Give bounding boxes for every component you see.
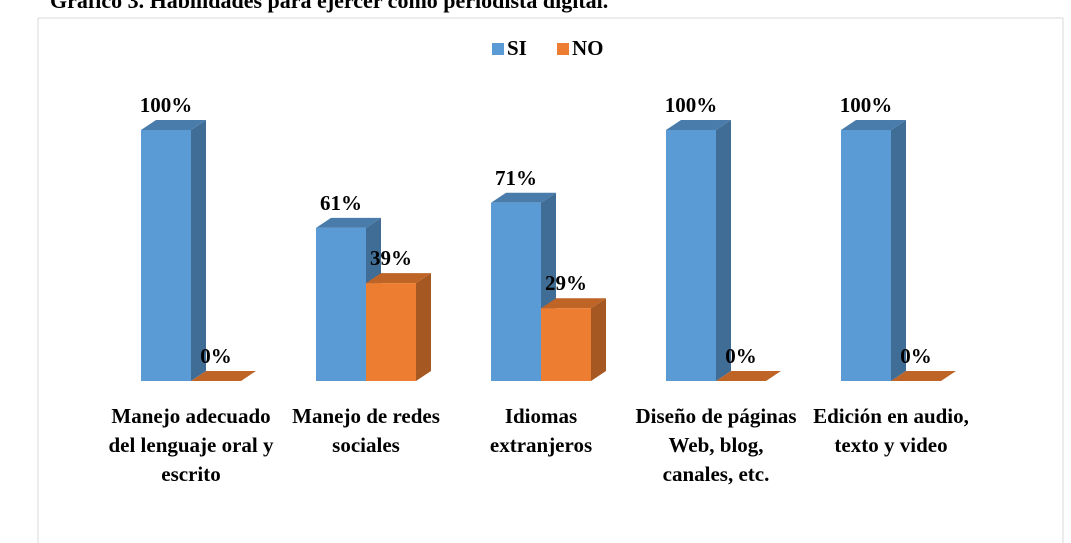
value-label: 100% <box>140 93 193 117</box>
value-label: 29% <box>545 271 587 295</box>
bar-front <box>316 227 366 381</box>
bar-side <box>191 120 206 381</box>
bar <box>716 371 781 381</box>
bar <box>841 120 906 381</box>
bar-top <box>141 120 206 130</box>
bar-top <box>366 273 431 284</box>
bar-front <box>491 202 541 381</box>
bar-top <box>316 217 381 228</box>
bar-top <box>191 371 256 381</box>
bar-side <box>891 120 906 381</box>
value-label: 71% <box>495 166 537 190</box>
value-label: 100% <box>840 93 893 117</box>
bar <box>191 371 256 381</box>
bar-top <box>491 192 556 203</box>
x-tick-label: Idiomas extranjeros <box>489 404 593 457</box>
bar-top <box>541 298 606 309</box>
bar <box>891 371 956 381</box>
bar-top <box>716 371 781 381</box>
value-label: 100% <box>665 93 718 117</box>
legend-label: SI <box>507 36 527 60</box>
bar-front <box>141 130 191 381</box>
bar <box>366 273 431 381</box>
bar-front <box>841 130 891 381</box>
bar-top <box>891 371 956 381</box>
bar-front <box>366 283 416 381</box>
value-label: 39% <box>370 246 412 270</box>
legend-label: NO <box>572 36 604 60</box>
legend-swatch <box>557 43 569 55</box>
bar-top <box>666 120 731 130</box>
bar-top <box>841 120 906 130</box>
bar-side <box>716 120 731 381</box>
x-tick-label: Manejo de redes sociales <box>292 404 440 457</box>
x-tick-label: Edición en audio, texto y video <box>813 404 969 457</box>
bar-side <box>591 298 606 381</box>
value-label: 0% <box>725 344 757 368</box>
x-tick-label: Manejo adecuado del lenguaje oral y escr… <box>108 404 274 486</box>
chart-title: Gráfico 3. Habilidades para ejercer como… <box>50 0 608 13</box>
x-tick-label: Diseño de páginas Web, blog, canales, et… <box>635 404 797 486</box>
value-label: 0% <box>200 344 232 368</box>
value-label: 61% <box>320 191 362 215</box>
value-label: 0% <box>900 344 932 368</box>
bar-front <box>666 130 716 381</box>
bar <box>666 120 731 381</box>
legend-swatch <box>492 43 504 55</box>
bar <box>541 298 606 381</box>
bar-front <box>541 308 591 381</box>
bar <box>141 120 206 381</box>
bar-side <box>416 273 431 381</box>
